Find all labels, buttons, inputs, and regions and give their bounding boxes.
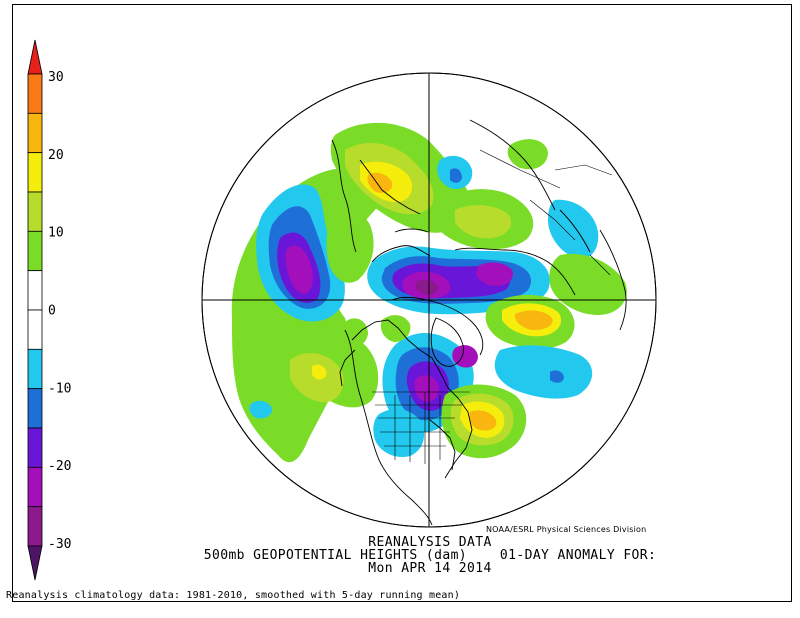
credit-label: NOAA/ESRL Physical Sciences Division — [486, 525, 647, 534]
colorbar-labels: 30 20 10 0 -10 -20 -30 — [48, 70, 71, 552]
anomaly-shading — [415, 279, 439, 295]
title-line-2: 500mb GEOPOTENTIAL HEIGHTS (dam) 01-DAY … — [203, 548, 657, 563]
colorbar-tick-label: 0 — [48, 304, 56, 319]
anomaly-fields — [231, 119, 627, 526]
anomaly-shading — [494, 345, 593, 399]
colorbar-segment — [27, 466, 43, 508]
colorbar-bottom-arrow — [27, 545, 43, 581]
anomaly-shading — [476, 262, 514, 286]
colorbar-tick-label: -10 — [48, 381, 71, 396]
coastlines — [331, 119, 627, 526]
anomaly-shading — [312, 364, 327, 380]
anomaly-shading — [550, 370, 564, 383]
colorbar-segments — [27, 39, 43, 581]
colorbar-segment — [27, 152, 43, 193]
colorbar-tick-label: -20 — [48, 459, 71, 474]
colorbar-tick-label: 10 — [48, 226, 64, 241]
colorbar-segment — [27, 112, 43, 154]
colorbar-tick-label: 20 — [48, 148, 64, 163]
colorbar-segment — [27, 73, 43, 114]
colorbar-segment — [27, 388, 43, 429]
anomaly-shading — [450, 168, 462, 183]
anomaly-shading — [373, 408, 425, 458]
colorbar-tick-label: 30 — [48, 70, 64, 85]
colorbar-segment — [27, 270, 43, 311]
colorbar-segment — [27, 348, 43, 390]
title-block: REANALYSIS DATA 500mb GEOPOTENTIAL HEIGH… — [190, 536, 670, 575]
colorbar-top-arrow — [27, 39, 43, 75]
colorbar-segment — [27, 309, 43, 350]
colorbar-segment — [27, 230, 43, 272]
title-line-3: Mon APR 14 2014 — [368, 561, 492, 576]
anomaly-shading — [326, 209, 374, 283]
anomaly-shading — [514, 310, 553, 330]
anomaly-shading — [380, 315, 411, 342]
anomaly-shading — [249, 400, 273, 419]
anomaly-shading — [285, 245, 313, 294]
colorbar-tick-label: -30 — [48, 537, 71, 552]
polar-map — [201, 72, 657, 528]
colorbar: 30 20 10 0 -10 -20 -30 — [27, 39, 71, 581]
colorbar-segment — [27, 506, 43, 547]
anomaly-shading — [414, 375, 439, 402]
anomaly-shading — [455, 205, 512, 239]
colorbar-segment — [27, 191, 43, 232]
climatology-footnote: Reanalysis climatology data: 1981-2010, … — [6, 590, 461, 601]
map-boundary — [201, 72, 657, 528]
borders — [372, 149, 613, 464]
title-line-1: REANALYSIS DATA — [368, 535, 492, 550]
anomaly-shading — [341, 318, 368, 347]
anomaly-shading — [507, 139, 548, 170]
colorbar-segment — [27, 427, 43, 468]
anomaly-shading — [469, 410, 497, 431]
